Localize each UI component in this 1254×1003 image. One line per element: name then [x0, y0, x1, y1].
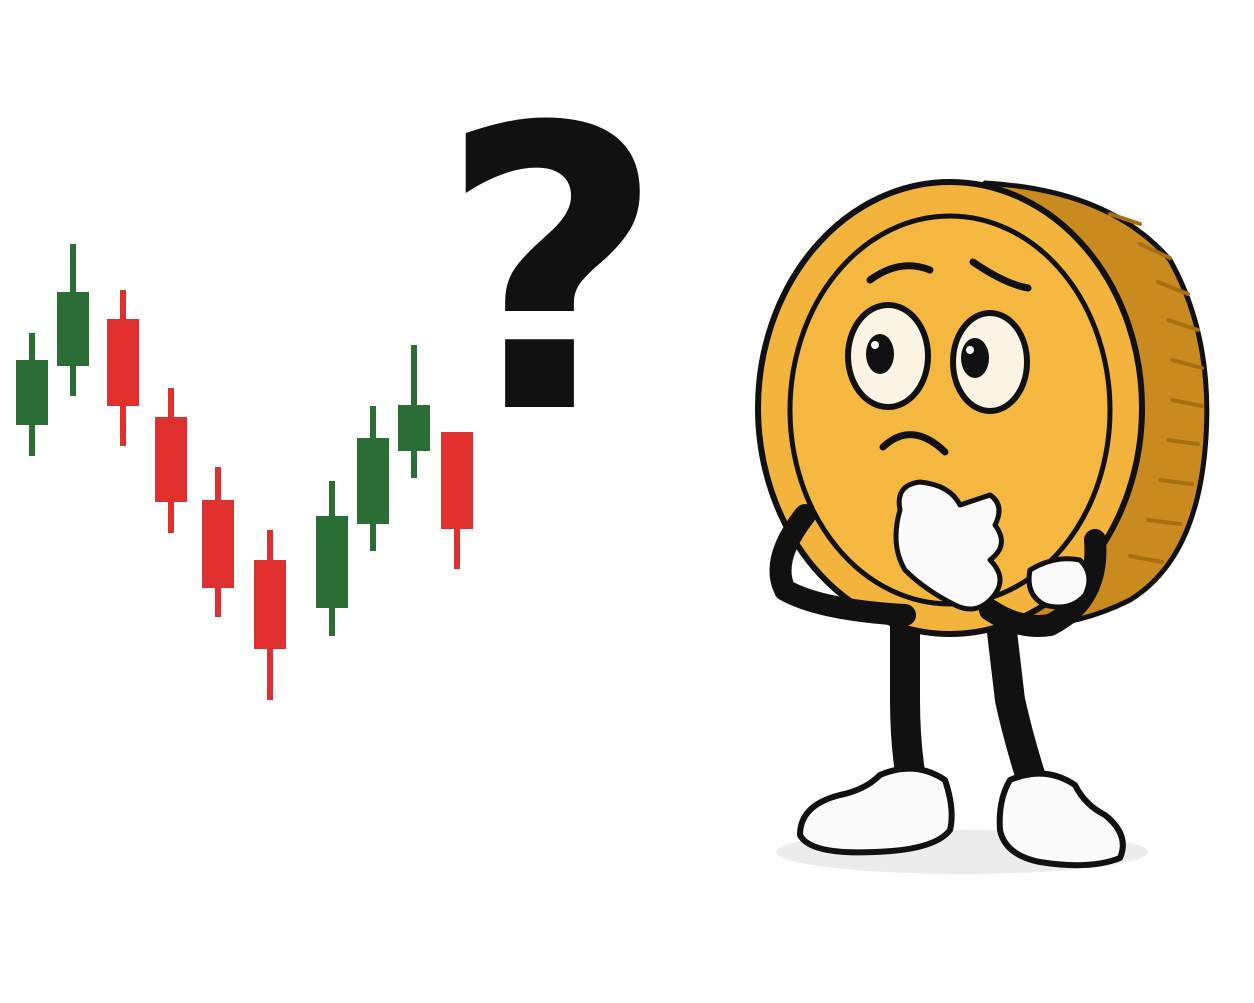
right-eyebrow [969, 258, 1032, 292]
right-eye [950, 310, 1030, 414]
candle-body [357, 438, 389, 524]
candle-up [57, 244, 89, 396]
candle-down [202, 467, 234, 617]
left-shoe [797, 765, 955, 856]
candlestick-pattern [16, 244, 473, 700]
coin-edge-ridges [1108, 212, 1204, 564]
candle-down [155, 388, 187, 533]
candle-body [155, 417, 187, 502]
candle-body [57, 292, 89, 366]
elbow-hand-glove [1026, 556, 1092, 610]
right-arm [979, 529, 1107, 637]
chin-hand-glove [893, 479, 1004, 612]
worried-mouth [879, 431, 949, 456]
left-leg [890, 600, 927, 800]
candle-down [107, 290, 139, 446]
candle-body [398, 405, 430, 451]
left-eyebrow [866, 262, 934, 284]
right-shoe [996, 770, 1126, 869]
question-mark: ? [438, 45, 666, 499]
left-pupil [866, 334, 894, 374]
candle-up [316, 481, 348, 636]
candle-down [254, 530, 286, 700]
candle-body [107, 319, 139, 406]
candle-body [316, 516, 348, 608]
candle-body [441, 432, 473, 529]
candle-body [16, 360, 48, 425]
right-pupil [961, 338, 989, 378]
candle-body [254, 560, 286, 649]
left-arm [769, 504, 916, 626]
candle-down [441, 432, 473, 569]
candle-up [16, 333, 48, 456]
candle-up [357, 406, 389, 551]
candle-up [398, 345, 430, 478]
coin-mascot [755, 179, 1210, 874]
candle-body [202, 500, 234, 588]
